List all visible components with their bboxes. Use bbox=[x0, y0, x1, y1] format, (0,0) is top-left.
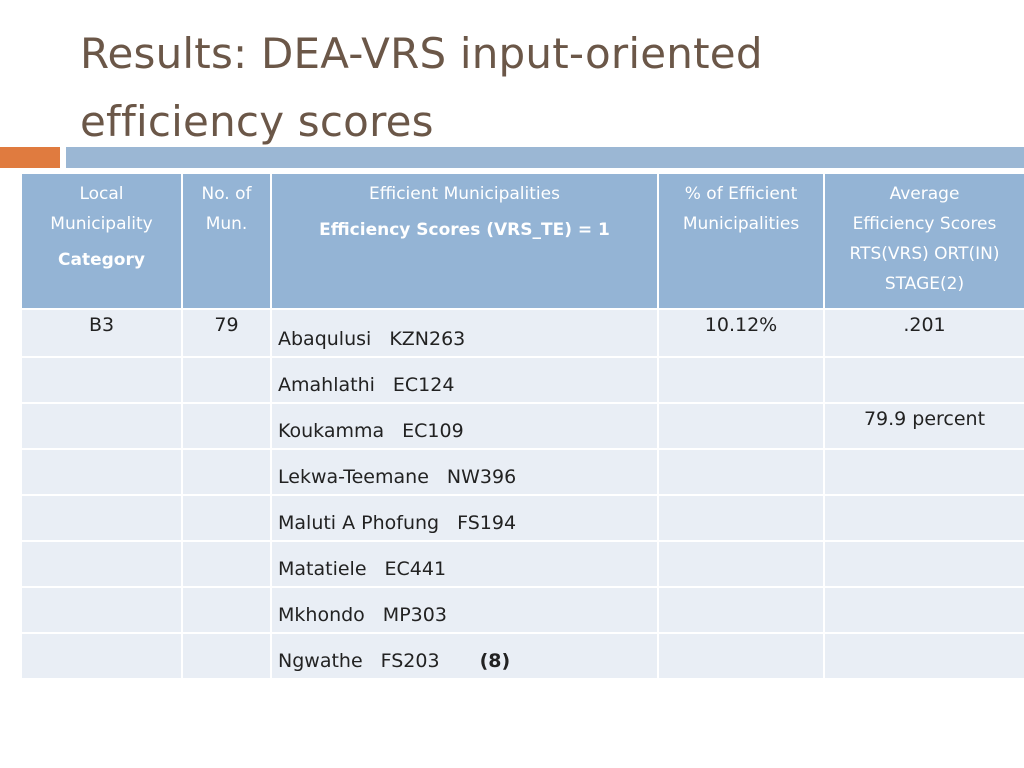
municipality-name: Matatiele bbox=[278, 558, 367, 580]
municipality-code: EC109 bbox=[402, 420, 464, 442]
cell-percent bbox=[657, 586, 825, 634]
cell-average bbox=[823, 448, 1024, 496]
municipality-name: Abaqulusi bbox=[278, 328, 372, 350]
municipality-code: KZN263 bbox=[389, 328, 466, 350]
table-row: Maluti A Phofung FS194 bbox=[20, 494, 1024, 542]
table-row: Amahlathi EC124 bbox=[20, 356, 1024, 404]
header-average-line2: Efficiency Scores bbox=[852, 214, 997, 234]
cell-average: 79.9 percent bbox=[823, 402, 1024, 450]
cell-municipality: Mkhondo MP303 bbox=[270, 586, 659, 634]
cell-average: .201 bbox=[823, 308, 1024, 358]
header-average-line1: Average bbox=[889, 184, 960, 204]
header-category: Local Municipality Category bbox=[20, 172, 183, 310]
municipality-name: Ngwathe bbox=[278, 650, 363, 672]
cell-municipality: Lekwa-Teemane NW396 bbox=[270, 448, 659, 496]
header-count-line1: No. of bbox=[201, 184, 252, 204]
cell-percent bbox=[657, 632, 825, 680]
header-efficient-line1: Efficient Municipalities bbox=[369, 184, 560, 204]
results-table: Local Municipality Category No. of Mun. … bbox=[20, 172, 1024, 680]
cell-average bbox=[823, 586, 1024, 634]
municipality-name: Maluti A Phofung bbox=[278, 512, 440, 534]
cell-percent bbox=[657, 402, 825, 450]
municipality-code: NW396 bbox=[446, 466, 517, 488]
table-header-row: Local Municipality Category No. of Mun. … bbox=[20, 172, 1024, 310]
municipality-name: Mkhondo bbox=[278, 604, 365, 626]
cell-average bbox=[823, 632, 1024, 680]
cell-municipality: Amahlathi EC124 bbox=[270, 356, 659, 404]
cell-count bbox=[181, 402, 272, 450]
cell-category bbox=[20, 448, 183, 496]
table-row: Ngwathe FS203 (8) bbox=[20, 632, 1024, 680]
cell-category bbox=[20, 540, 183, 588]
header-average-line3: RTS(VRS) ORT(IN) bbox=[849, 244, 1000, 264]
cell-count bbox=[181, 448, 272, 496]
header-percent: % of Efficient Municipalities bbox=[657, 172, 825, 310]
cell-category bbox=[20, 494, 183, 542]
accent-bar-orange bbox=[0, 147, 60, 168]
municipality-name: Lekwa-Teemane bbox=[278, 466, 429, 488]
cell-count bbox=[181, 632, 272, 680]
header-category-line2: Municipality bbox=[50, 214, 153, 234]
header-average: Average Efficiency Scores RTS(VRS) ORT(I… bbox=[823, 172, 1024, 310]
municipality-code: FS203 bbox=[380, 650, 440, 672]
title-line-2: efficiency scores bbox=[80, 97, 434, 146]
cell-average bbox=[823, 494, 1024, 542]
title-line-1: Results: DEA-VRS input-oriented bbox=[80, 29, 763, 78]
header-average-line4: STAGE(2) bbox=[884, 274, 965, 294]
header-percent-line1: % of Efficient bbox=[684, 184, 798, 204]
cell-municipality: Matatiele EC441 bbox=[270, 540, 659, 588]
table-row: Mkhondo MP303 bbox=[20, 586, 1024, 634]
table-row: Matatiele EC441 bbox=[20, 540, 1024, 588]
municipality-code: EC441 bbox=[384, 558, 447, 580]
cell-municipality: Koukamma EC109 bbox=[270, 402, 659, 450]
accent-bar-blue bbox=[66, 147, 1024, 168]
cell-percent bbox=[657, 356, 825, 404]
cell-percent bbox=[657, 540, 825, 588]
table-row: B3 79 Abaqulusi KZN263 10.12% .201 bbox=[20, 308, 1024, 358]
header-count-line2: Mun. bbox=[205, 214, 248, 234]
header-percent-line2: Municipalities bbox=[682, 214, 800, 234]
cell-count: 79 bbox=[181, 308, 272, 358]
header-efficient: Efficient Municipalities Efficiency Scor… bbox=[270, 172, 659, 310]
table-row: Koukamma EC109 79.9 percent bbox=[20, 402, 1024, 450]
cell-municipality: Ngwathe FS203 (8) bbox=[270, 632, 659, 680]
cell-count bbox=[181, 494, 272, 542]
cell-category bbox=[20, 632, 183, 680]
table-row: Lekwa-Teemane NW396 bbox=[20, 448, 1024, 496]
cell-municipality: Maluti A Phofung FS194 bbox=[270, 494, 659, 542]
cell-category bbox=[20, 586, 183, 634]
municipality-code: FS194 bbox=[457, 512, 517, 534]
municipality-code: EC124 bbox=[392, 374, 455, 396]
cell-municipality: Abaqulusi KZN263 bbox=[270, 308, 659, 358]
cell-average bbox=[823, 356, 1024, 404]
header-count: No. of Mun. bbox=[181, 172, 272, 310]
municipality-code: MP303 bbox=[382, 604, 447, 626]
cell-count bbox=[181, 540, 272, 588]
cell-category bbox=[20, 402, 183, 450]
efficient-total-label: (8) bbox=[479, 650, 511, 672]
header-category-bold: Category bbox=[58, 250, 145, 270]
cell-percent: 10.12% bbox=[657, 308, 825, 358]
cell-percent bbox=[657, 448, 825, 496]
cell-percent bbox=[657, 494, 825, 542]
slide-title: Results: DEA-VRS input-oriented efficien… bbox=[80, 20, 980, 156]
municipality-name: Koukamma bbox=[278, 420, 385, 442]
cell-count bbox=[181, 356, 272, 404]
municipality-name: Amahlathi bbox=[278, 374, 375, 396]
cell-category: B3 bbox=[20, 308, 183, 358]
header-category-line1: Local bbox=[79, 184, 124, 204]
cell-category bbox=[20, 356, 183, 404]
header-efficient-bold: Efficiency Scores (VRS_TE) = 1 bbox=[319, 220, 610, 240]
cell-average bbox=[823, 540, 1024, 588]
cell-count bbox=[181, 586, 272, 634]
